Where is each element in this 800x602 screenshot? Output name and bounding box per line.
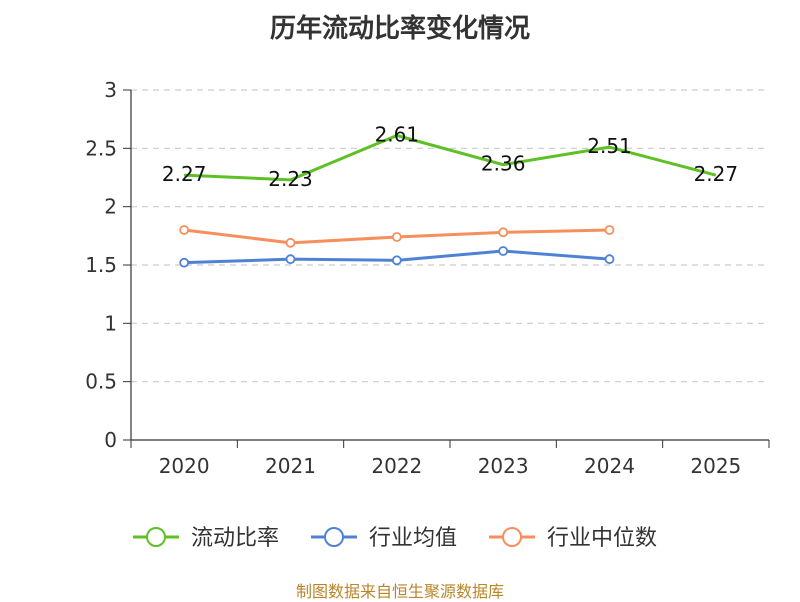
y-tick-label: 1.5 (85, 253, 117, 277)
data-label: 2.51 (587, 134, 632, 158)
legend-swatch-marker (324, 527, 344, 547)
data-point (285, 254, 296, 265)
y-tick-label: 0.5 (85, 370, 117, 394)
data-point (391, 232, 402, 242)
data-point (179, 257, 190, 268)
data-point (498, 246, 509, 256)
data-point (498, 227, 509, 238)
data-point (179, 225, 190, 235)
y-tick-label: 0 (104, 428, 117, 452)
legend-label: 流动比率 (191, 526, 279, 551)
x-tick-label: 2024 (584, 454, 635, 478)
x-tick-label: 2025 (690, 454, 741, 478)
data-point (391, 255, 402, 266)
source-note: 制图数据来自恒生聚源数据库 (295, 582, 504, 601)
y-tick-label: 2.5 (85, 136, 117, 160)
data-point (604, 254, 615, 265)
data-label: 2.36 (481, 152, 526, 176)
y-tick-label: 1 (104, 311, 117, 335)
series-line (184, 134, 717, 182)
x-tick-label: 2022 (371, 454, 422, 478)
legend-label: 行业中位数 (547, 526, 657, 551)
data-label: 2.27 (694, 162, 739, 186)
chart-title: 历年流动比率变化情况 (269, 14, 530, 44)
data-point (285, 237, 296, 248)
x-tick-label: 2020 (159, 454, 210, 478)
legend-label: 行业均值 (369, 526, 457, 551)
x-tick-label: 2023 (478, 454, 529, 478)
data-label: 2.27 (162, 162, 207, 186)
y-tick-label: 3 (104, 78, 117, 102)
data-point (604, 225, 615, 235)
data-label: 2.61 (375, 123, 420, 147)
x-tick-label: 2021 (265, 454, 316, 478)
y-tick-label: 2 (104, 195, 117, 219)
legend-swatch-marker (146, 527, 166, 547)
data-label: 2.23 (268, 167, 313, 191)
legend-swatch-marker (502, 527, 522, 547)
